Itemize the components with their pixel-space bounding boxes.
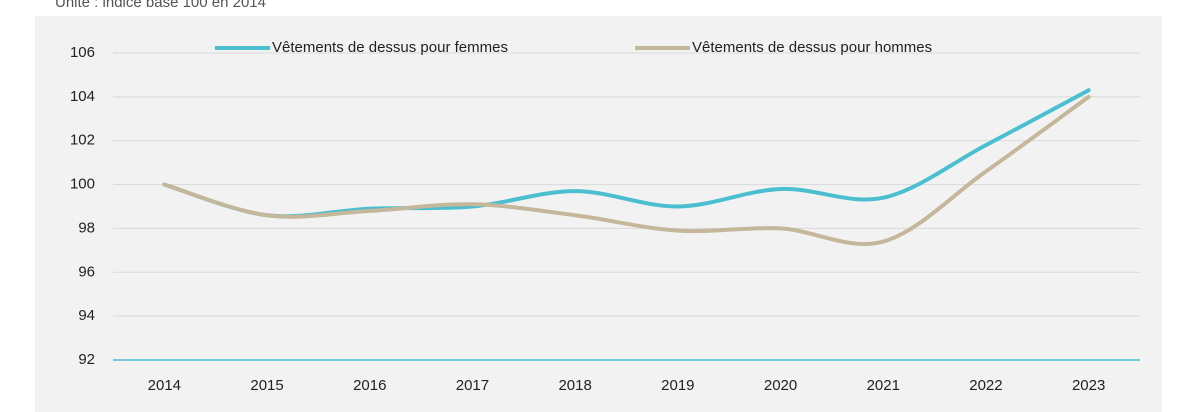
y-tick-label: 106 bbox=[70, 44, 95, 61]
legend-label: Vêtements de dessus pour hommes bbox=[692, 39, 932, 56]
x-tick-label: 2023 bbox=[1072, 377, 1105, 394]
y-tick-label: 102 bbox=[70, 132, 95, 149]
x-tick-label: 2021 bbox=[867, 377, 900, 394]
y-tick-label: 94 bbox=[78, 307, 95, 324]
plot-background bbox=[35, 16, 1162, 412]
x-tick-label: 2016 bbox=[353, 377, 386, 394]
x-tick-label: 2015 bbox=[250, 377, 283, 394]
x-tick-label: 2014 bbox=[148, 377, 181, 394]
x-tick-label: 2022 bbox=[969, 377, 1002, 394]
legend-label: Vêtements de dessus pour femmes bbox=[272, 39, 508, 56]
y-tick-label: 98 bbox=[78, 219, 95, 236]
x-tick-label: 2018 bbox=[558, 377, 591, 394]
y-tick-label: 96 bbox=[78, 263, 95, 280]
series-line bbox=[162, 94, 1091, 247]
x-tick-label: 2020 bbox=[764, 377, 797, 394]
y-tick-label: 92 bbox=[78, 351, 95, 368]
x-tick-label: 2019 bbox=[661, 377, 694, 394]
subtitle: Unité : indice base 100 en 2014 bbox=[55, 0, 266, 11]
y-tick-label: 100 bbox=[70, 176, 95, 193]
x-tick-label: 2017 bbox=[456, 377, 489, 394]
y-tick-label: 104 bbox=[70, 88, 95, 105]
